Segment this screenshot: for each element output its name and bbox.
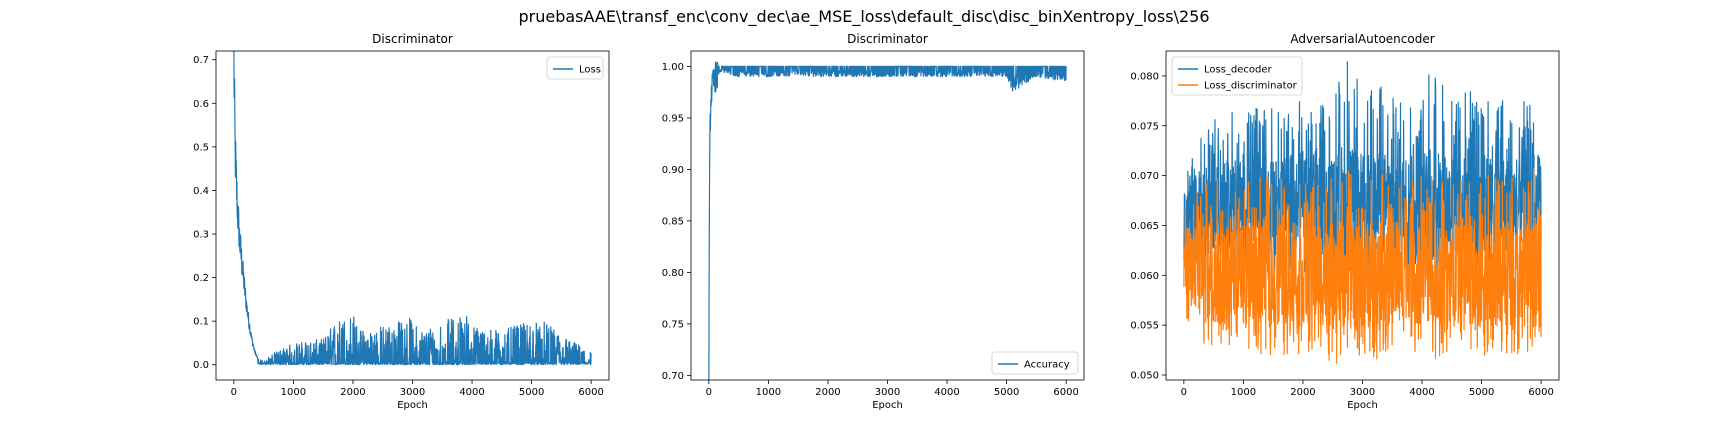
plot-area: [1183, 61, 1542, 364]
y-tick-label: 0.85: [662, 216, 684, 227]
x-tick-label: 2000: [1290, 387, 1315, 398]
y-tick-label: 0.070: [1130, 171, 1159, 182]
legend: Loss: [546, 56, 604, 80]
y-tick-label: 0.065: [1130, 221, 1159, 232]
x-tick-label: 2000: [815, 387, 840, 398]
y-tick-label: 0.70: [662, 371, 684, 382]
plot-area: [233, 51, 592, 366]
y-tick-label: 0.80: [662, 268, 684, 279]
y-tick-label: 0.060: [1130, 271, 1159, 282]
x-tick-label: 5000: [1469, 387, 1494, 398]
x-tick-label: 6000: [1528, 387, 1553, 398]
y-tick-label: 0.050: [1130, 371, 1159, 382]
legend-box: [1171, 56, 1303, 96]
series-line: [233, 51, 592, 366]
chart-title: Discriminator: [372, 32, 453, 46]
y-tick-label: 0.1: [193, 317, 209, 328]
axes-frame: [690, 50, 1085, 381]
plot-area: [708, 61, 1067, 380]
x-tick-label: 4000: [459, 387, 484, 398]
y-tick-label: 0.5: [193, 142, 209, 153]
x-tick-label: 3000: [400, 387, 425, 398]
chart-3: AdversarialAutoencoder 0 1000 2000 3000 4000 5…: [1130, 32, 1560, 411]
legend-label: Loss_discriminator: [1204, 81, 1298, 92]
x-tick-label: 5000: [994, 387, 1019, 398]
legend-box: [991, 351, 1079, 375]
x-axis-label: Epoch: [1347, 400, 1378, 411]
chart-title: Discriminator: [847, 32, 928, 46]
y-tick-label: 0.0: [193, 360, 209, 371]
legend-label: Loss_decoder: [1204, 65, 1273, 76]
series-line: [708, 61, 1067, 380]
series-line: [1183, 167, 1542, 364]
x-tick-label: 6000: [578, 387, 603, 398]
x-tick-label: 0: [706, 387, 712, 398]
legend-label: Loss: [579, 65, 601, 76]
y-tick-label: 0.95: [662, 113, 684, 124]
x-tick-label: 5000: [519, 387, 544, 398]
chart-2: Discriminator 0 1000 2000 3000 4000 5000 6000 0.…: [662, 32, 1085, 411]
y-tick-label: 0.3: [193, 230, 209, 241]
x-tick-label: 1000: [756, 387, 781, 398]
legend: Loss_decoder Loss_discriminator: [1171, 56, 1303, 96]
legend: Accuracy: [991, 351, 1079, 375]
figure-suptitle: pruebasAAE\transf_enc\conv_dec\ae_MSE_lo…: [518, 7, 1209, 27]
x-tick-label: 3000: [875, 387, 900, 398]
x-tick-label: 6000: [1053, 387, 1078, 398]
y-tick-label: 0.75: [662, 319, 684, 330]
legend-box: [546, 56, 604, 80]
y-tick-label: 0.4: [193, 186, 209, 197]
legend-label: Accuracy: [1024, 360, 1070, 371]
chart-1: Discriminator 0 1000 2000 3000 4000 5000 6000 0.…: [193, 32, 610, 411]
x-axis-label: Epoch: [872, 400, 903, 411]
x-tick-label: 0: [231, 387, 237, 398]
x-tick-label: 1000: [281, 387, 306, 398]
y-tick-label: 1.00: [662, 62, 684, 73]
y-tick-label: 0.6: [193, 99, 209, 110]
x-tick-label: 0: [1181, 387, 1187, 398]
x-tick-label: 1000: [1231, 387, 1256, 398]
x-tick-label: 2000: [340, 387, 365, 398]
x-tick-label: 4000: [1409, 387, 1434, 398]
y-tick-label: 0.075: [1130, 121, 1159, 132]
chart-title: AdversarialAutoencoder: [1290, 32, 1434, 46]
x-tick-label: 4000: [934, 387, 959, 398]
y-tick-label: 0.2: [193, 273, 209, 284]
y-tick-label: 0.7: [193, 55, 209, 66]
y-tick-label: 0.90: [662, 165, 684, 176]
x-tick-label: 3000: [1350, 387, 1375, 398]
x-axis-label: Epoch: [397, 400, 428, 411]
y-tick-label: 0.055: [1130, 321, 1159, 332]
y-tick-label: 0.080: [1130, 71, 1159, 82]
